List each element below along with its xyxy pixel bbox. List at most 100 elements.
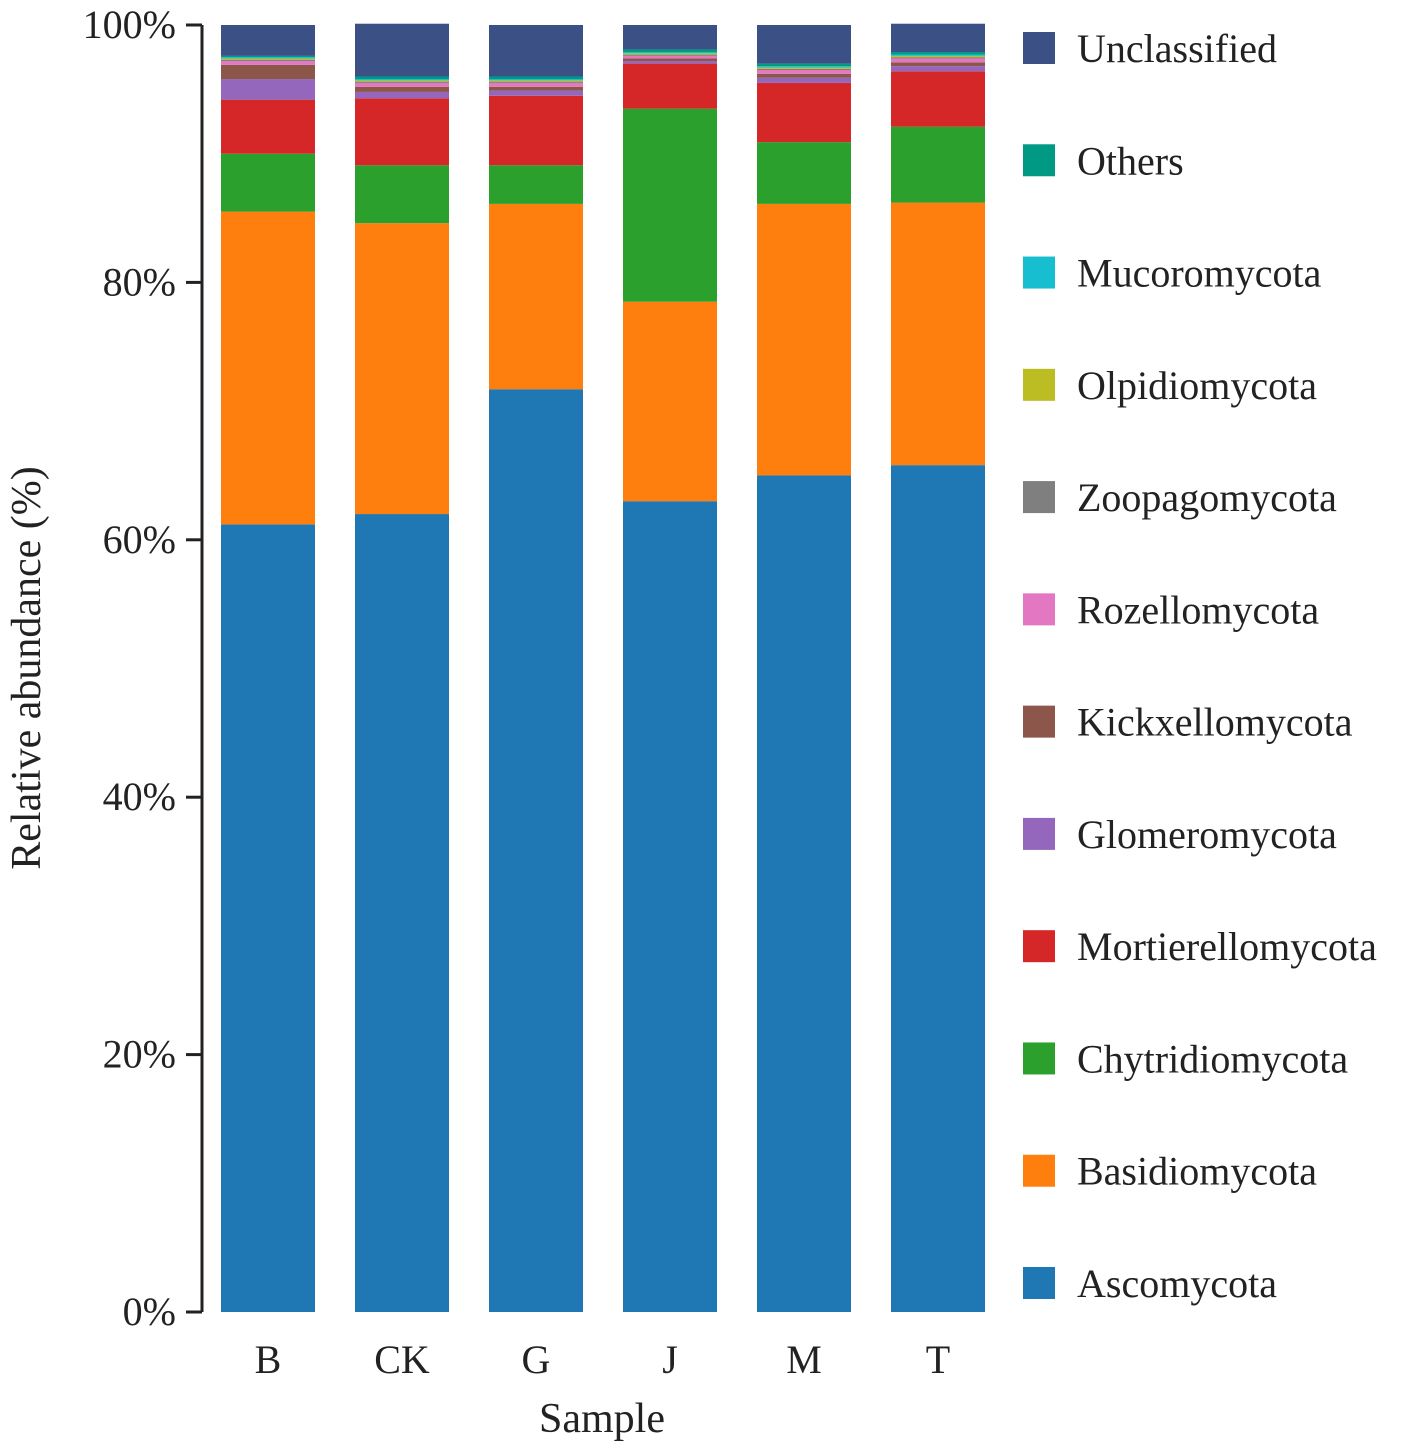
bar-segment xyxy=(221,64,315,80)
bar-segment xyxy=(623,63,717,109)
bar-segment xyxy=(221,61,315,65)
bar-segment xyxy=(891,202,985,466)
bar-segment xyxy=(489,81,583,83)
bar-segment xyxy=(355,223,449,515)
y-tick-label: 20% xyxy=(103,1032,176,1077)
bar-segment xyxy=(221,153,315,212)
bar-segment xyxy=(891,66,985,72)
legend-label: Unclassified xyxy=(1077,26,1277,71)
bar-segment xyxy=(757,142,851,204)
bar-segment xyxy=(757,67,851,69)
legend-label: Others xyxy=(1077,138,1184,183)
y-axis-title: Relative abundance (%) xyxy=(4,466,50,869)
legend-label: Mucoromycota xyxy=(1077,251,1322,296)
bar-segment xyxy=(891,465,985,1312)
bar-segment xyxy=(355,514,449,1312)
bar-segment xyxy=(221,79,315,100)
legend-label: Rozellomycota xyxy=(1077,587,1319,632)
bar-segment xyxy=(489,86,583,91)
bar-segment xyxy=(623,501,717,1312)
bar-segment xyxy=(489,165,583,204)
bar-segment xyxy=(489,76,583,80)
bar-segment xyxy=(891,54,985,56)
x-tick-label: CK xyxy=(374,1337,430,1382)
bar-segment xyxy=(891,58,985,63)
legend-label: Glomeromycota xyxy=(1077,812,1337,857)
x-tick-label: G xyxy=(522,1337,551,1382)
bar-segment xyxy=(221,211,315,525)
bar-segment xyxy=(757,70,851,74)
bar-segment xyxy=(355,23,449,77)
bar-segment xyxy=(355,79,449,81)
legend-swatch xyxy=(1023,705,1055,738)
legend-label: Chytridiomycota xyxy=(1077,1036,1348,1081)
bar-segment xyxy=(221,524,315,1312)
bar-segment xyxy=(891,57,985,59)
bar-segment xyxy=(623,25,717,50)
bar-segment xyxy=(355,81,449,83)
bar-segment xyxy=(221,99,315,154)
bar-segment xyxy=(757,77,851,83)
legend-swatch xyxy=(1023,481,1055,514)
bar-segment xyxy=(757,73,851,78)
bar-segment xyxy=(355,86,449,92)
legend-swatch xyxy=(1023,1267,1055,1299)
bar-segment xyxy=(757,66,851,68)
bar-segment xyxy=(623,53,717,55)
bar-segment xyxy=(891,62,985,67)
y-tick-label: 100% xyxy=(83,2,176,47)
x-tick-label: J xyxy=(662,1337,678,1382)
bar-segment xyxy=(757,63,851,67)
legend-swatch xyxy=(1023,593,1055,626)
bar-segment xyxy=(891,126,985,203)
legend-swatch xyxy=(1023,1042,1055,1075)
legend-swatch xyxy=(1023,32,1055,64)
bar-segment xyxy=(891,52,985,55)
bar-segment xyxy=(623,54,717,56)
bar-segment xyxy=(355,165,449,224)
bar-segment xyxy=(355,80,449,82)
y-tick-label: 60% xyxy=(103,517,176,562)
legend-swatch xyxy=(1023,930,1055,963)
bar-segment xyxy=(757,82,851,143)
bar-segment xyxy=(489,25,583,77)
bar-segment xyxy=(221,55,315,58)
y-tick-label: 40% xyxy=(103,774,176,819)
bar-segment xyxy=(757,475,851,1312)
bar-segment xyxy=(623,58,717,62)
legend-label: Basidiomycota xyxy=(1077,1149,1317,1194)
legend-swatch xyxy=(1023,256,1055,289)
legend-label: Ascomycota xyxy=(1077,1261,1277,1306)
bar-segment xyxy=(355,82,449,87)
bar-segment xyxy=(489,95,583,166)
legend-label: Kickxellomycota xyxy=(1077,700,1353,745)
bar-segment xyxy=(221,58,315,60)
bar-segment xyxy=(623,301,717,502)
bar-segment xyxy=(221,59,315,62)
y-tick-label: 80% xyxy=(103,259,176,304)
bar-segment xyxy=(489,389,583,1312)
bar-segment xyxy=(623,108,717,302)
legend-swatch xyxy=(1023,368,1055,401)
x-axis-title: Sample xyxy=(539,1396,665,1442)
bar-segment xyxy=(355,98,449,166)
bar-segment xyxy=(489,82,583,87)
x-ticks-group: B CK G J M T xyxy=(255,1337,951,1382)
legend-label: Olpidiomycota xyxy=(1077,363,1317,408)
x-tick-label: B xyxy=(255,1337,282,1382)
x-tick-label: M xyxy=(786,1337,822,1382)
bar-segment xyxy=(221,57,315,59)
legend-swatch xyxy=(1023,1154,1055,1187)
bar-segment xyxy=(489,80,583,82)
bar-segment xyxy=(891,55,985,58)
bar-segment xyxy=(355,91,449,99)
bar-segment xyxy=(221,25,315,56)
bar-segment xyxy=(623,52,717,54)
bar-segment xyxy=(355,76,449,80)
legend-swatch xyxy=(1023,817,1055,850)
bar-segment xyxy=(623,55,717,59)
bar-segment xyxy=(489,90,583,96)
bar-segment xyxy=(623,61,717,64)
x-tick-label: T xyxy=(926,1337,950,1382)
